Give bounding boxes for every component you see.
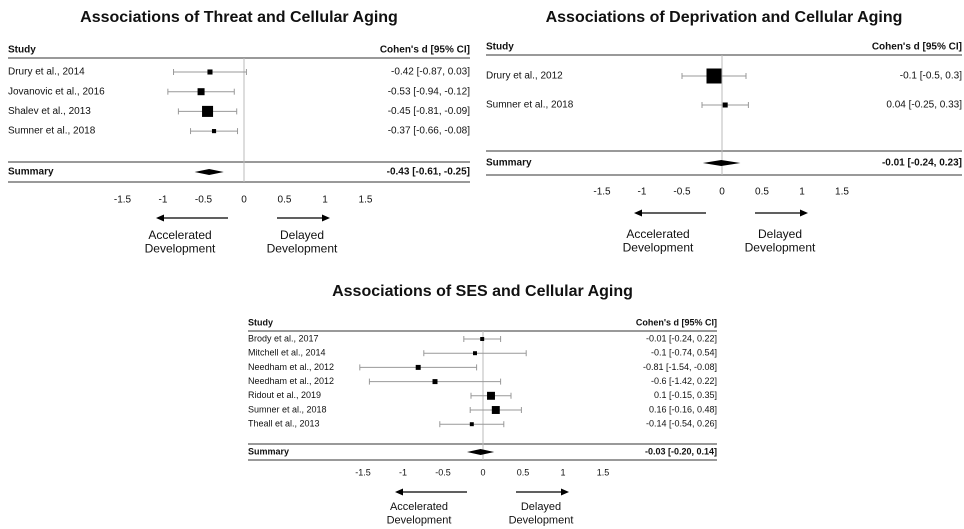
study-name: Drury et al., 2012 (486, 71, 563, 82)
direction-label: Delayed (758, 227, 802, 241)
x-tick-label: 1 (322, 195, 328, 206)
effect-square (473, 351, 477, 356)
summary-name: Summary (486, 158, 532, 169)
effect-label: -0.01 [-0.24, 0.22] (646, 333, 717, 343)
study-name: Ridout et al., 2019 (248, 390, 321, 400)
effect-label: 0.04 [-0.25, 0.33] (886, 100, 962, 111)
effect-label: -0.45 [-0.81, -0.09] (388, 106, 470, 117)
effect-square (722, 102, 728, 108)
x-tick-label: 1.5 (597, 467, 610, 477)
summary-label: -0.43 [-0.61, -0.25] (387, 167, 470, 178)
direction-label: Accelerated (626, 227, 689, 241)
x-tick-label: -1.5 (114, 195, 132, 206)
direction-label: Delayed (280, 228, 324, 242)
x-tick-label: 1.5 (835, 187, 849, 198)
x-tick-label: 0 (719, 187, 725, 198)
x-tick-label: -1 (159, 195, 168, 206)
effect-square (211, 129, 217, 134)
x-tick-label: 0.5 (278, 195, 292, 206)
panel-title: Associations of SES and Cellular Aging (332, 283, 633, 300)
effect-square (706, 68, 722, 84)
x-tick-label: -1.5 (593, 187, 611, 198)
arrow-head (634, 209, 642, 217)
effect-square (432, 379, 438, 385)
direction-label: Delayed (521, 501, 561, 513)
panel-title: Associations of Threat and Cellular Agin… (80, 9, 398, 26)
effect-label: -0.14 [-0.54, 0.26] (646, 419, 717, 429)
x-tick-label: -0.5 (435, 467, 451, 477)
study-name: Sumner et al., 2018 (8, 126, 96, 137)
x-tick-label: 1.5 (359, 195, 373, 206)
column-header: Cohen's d [95% CI] (380, 45, 470, 56)
effect-label: -0.42 [-0.87, 0.03] (391, 67, 470, 78)
effect-label: -0.1 [-0.74, 0.54] (651, 348, 717, 358)
effect-label: -0.53 [-0.94, -0.12] (388, 86, 470, 97)
summary-name: Summary (8, 167, 54, 178)
study-name: Needham et al., 2012 (248, 362, 334, 372)
summary-label: -0.03 [-0.20, 0.14] (645, 446, 717, 456)
effect-label: 0.16 [-0.16, 0.48] (649, 404, 717, 414)
column-header: Cohen's d [95% CI] (636, 317, 717, 327)
x-tick-label: -1 (399, 467, 407, 477)
direction-label: Accelerated (148, 228, 211, 242)
x-tick-label: -0.5 (673, 187, 691, 198)
effect-square (202, 105, 214, 117)
column-header: Study (248, 317, 273, 327)
arrow-head (561, 488, 569, 496)
effect-label: -0.37 [-0.66, -0.08] (388, 126, 470, 137)
summary-diamond (702, 160, 741, 166)
x-tick-label: 0.5 (517, 467, 530, 477)
effect-label: -0.6 [-1.42, 0.22] (651, 376, 717, 386)
study-name: Brody et al., 2017 (248, 333, 319, 343)
effect-square (197, 88, 205, 96)
effect-square (415, 364, 421, 370)
arrow-head (395, 488, 403, 496)
study-name: Shalev et al., 2013 (8, 106, 91, 117)
summary-diamond (467, 449, 495, 455)
effect-square (491, 406, 500, 414)
x-tick-label: 0 (241, 195, 247, 206)
effect-square (487, 391, 495, 400)
arrow-head (156, 214, 164, 222)
panel-title: Associations of Deprivation and Cellular… (546, 9, 903, 26)
study-name: Drury et al., 2014 (8, 67, 85, 78)
effect-label: -0.81 [-1.54, -0.08] (643, 362, 717, 372)
column-header: Cohen's d [95% CI] (872, 42, 962, 53)
direction-label: Development (745, 241, 816, 255)
arrow-head (322, 214, 330, 222)
x-tick-label: 0.5 (755, 187, 769, 198)
effect-label: -0.1 [-0.5, 0.3] (900, 71, 962, 82)
effect-square (207, 69, 213, 75)
column-header: Study (486, 42, 514, 53)
study-name: Mitchell et al., 2014 (248, 348, 326, 358)
x-tick-label: 0 (480, 467, 485, 477)
summary-diamond (194, 169, 224, 175)
study-name: Jovanovic et al., 2016 (8, 86, 105, 97)
summary-label: -0.01 [-0.24, 0.23] (882, 158, 962, 169)
effect-label: 0.1 [-0.15, 0.35] (654, 390, 717, 400)
summary-name: Summary (248, 446, 289, 456)
x-tick-label: 1 (560, 467, 565, 477)
arrow-head (800, 209, 808, 217)
effect-square (480, 337, 485, 341)
study-name: Theall et al., 2013 (248, 419, 320, 429)
direction-label: Development (145, 242, 216, 256)
effect-square (469, 422, 474, 427)
direction-label: Accelerated (390, 501, 448, 513)
direction-label: Development (267, 242, 338, 256)
x-tick-label: -0.5 (195, 195, 213, 206)
direction-label: Development (509, 514, 574, 526)
direction-label: Development (387, 514, 452, 526)
x-tick-label: 1 (799, 187, 805, 198)
study-name: Sumner et al., 2018 (248, 404, 327, 414)
study-name: Needham et al., 2012 (248, 376, 334, 386)
direction-label: Development (623, 241, 694, 255)
x-tick-label: -1 (638, 187, 647, 198)
x-tick-label: -1.5 (355, 467, 371, 477)
column-header: Study (8, 45, 36, 56)
study-name: Sumner et al., 2018 (486, 100, 574, 111)
